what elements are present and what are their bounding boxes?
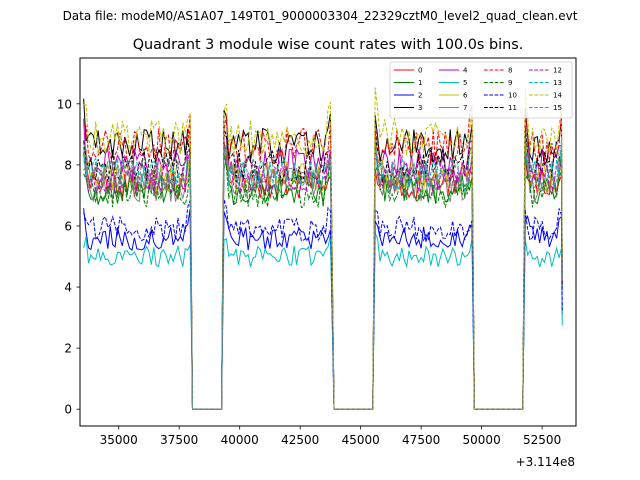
legend-label: 0 (418, 67, 422, 75)
x-axis: 35000 37500 40000 42500 45000 47500 50000 52500 (100, 426, 561, 447)
legend-label: 15 (553, 104, 562, 112)
legend-label: 3 (418, 104, 422, 112)
series-layer (83, 87, 563, 410)
legend-label: 7 (463, 104, 467, 112)
plot-area-frame (79, 57, 577, 427)
legend-label: 9 (508, 79, 512, 87)
legend-label: 1 (418, 79, 422, 87)
legend-label: 5 (463, 79, 467, 87)
x-offset-label: +3.114e8 (516, 455, 575, 469)
series-line-10 (83, 199, 563, 410)
legend-label: 8 (508, 67, 512, 75)
series-line-5 (83, 232, 563, 410)
x-tick-label: 45000 (342, 433, 380, 447)
series-line-7 (83, 152, 563, 410)
legend-label: 4 (463, 67, 468, 75)
y-tick-label: 10 (57, 97, 72, 111)
x-tick-label: 52500 (523, 433, 561, 447)
y-tick-label: 0 (64, 403, 72, 417)
series-line-8 (83, 105, 563, 410)
x-tick-label: 42500 (281, 433, 319, 447)
series-line-15 (83, 143, 563, 410)
series-line-9 (83, 153, 563, 410)
y-axis: 0 2 4 6 8 10 (57, 97, 80, 417)
legend-label: 12 (553, 67, 562, 75)
series-line-13 (83, 135, 563, 410)
x-tick-label: 40000 (221, 433, 259, 447)
legend-label: 13 (553, 79, 562, 87)
legend-label: 2 (418, 92, 422, 100)
series-line-3 (83, 98, 563, 410)
x-tick-label: 47500 (402, 433, 440, 447)
legend-label: 14 (553, 92, 562, 100)
legend-label: 6 (463, 92, 468, 100)
chart-title: Quadrant 3 module wise count rates with … (133, 37, 524, 53)
series-line-12 (83, 143, 563, 410)
x-tick-label: 50000 (463, 433, 501, 447)
y-tick-label: 8 (64, 158, 72, 172)
series-line-2 (83, 208, 563, 410)
y-tick-label: 4 (64, 281, 72, 295)
y-tick-label: 6 (64, 219, 72, 233)
x-tick-label: 35000 (100, 433, 138, 447)
legend-label: 10 (508, 92, 517, 100)
x-tick-label: 37500 (160, 433, 198, 447)
y-tick-label: 2 (64, 342, 72, 356)
series-line-14 (83, 87, 563, 410)
legend-label: 11 (508, 104, 517, 112)
legend-frame (389, 61, 573, 119)
figure-suptitle: Data file: modeM0/AS1A07_149T01_90000033… (63, 9, 578, 23)
series-line-11 (83, 125, 563, 410)
